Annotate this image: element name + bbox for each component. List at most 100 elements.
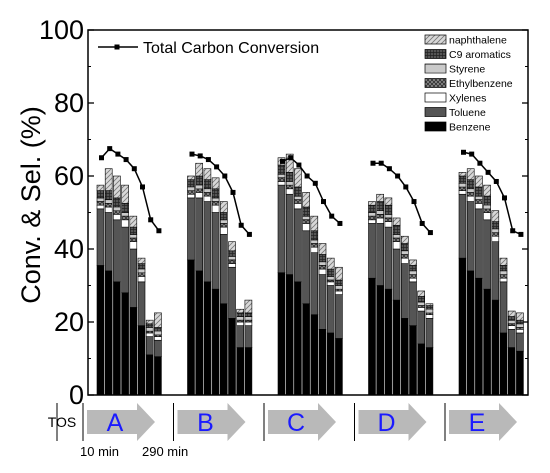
conversion-point <box>140 184 145 190</box>
bar-segment-benzene <box>137 325 146 396</box>
bar-segment-xylenes <box>475 203 483 210</box>
bar-segment-toluene <box>187 197 195 261</box>
bar-segment-toluene <box>236 325 244 348</box>
bar-segment-benzene <box>483 288 491 396</box>
bar-segment-ethylbenzene <box>187 190 195 195</box>
bar-segment-xylenes <box>409 277 417 283</box>
conversion-point <box>230 189 236 195</box>
bar-segment-styrene <box>483 204 491 210</box>
bar-segment-xylenes <box>154 336 162 341</box>
bar-segment-c9 <box>507 316 516 321</box>
bar-segment-c9 <box>400 243 409 252</box>
bar-segment-toluene <box>384 226 393 290</box>
bar-segment-styrene <box>228 255 236 261</box>
bar-segment-naphthalene <box>285 153 294 173</box>
bar-segment-ethylbenzene <box>409 274 417 279</box>
bar-segment-benzene <box>113 281 121 396</box>
bar-segment-styrene <box>187 186 195 191</box>
bar-segment-c9 <box>302 206 310 217</box>
bar-segment-xylenes <box>466 195 475 202</box>
bar-segment-naphthalene <box>121 184 129 204</box>
bar-segment-xylenes <box>318 268 327 275</box>
bar-segment-xylenes <box>491 235 500 243</box>
bar-segment-ethylbenzene <box>310 243 319 248</box>
bar-segment-c9 <box>244 312 253 317</box>
legend-swatch-toluene <box>424 107 447 117</box>
conversion-point <box>296 162 302 168</box>
bar-segment-benzene <box>400 318 409 396</box>
conversion-point <box>395 173 401 179</box>
bar-segment-toluene <box>425 318 434 348</box>
bar-segment-styrene <box>458 183 467 188</box>
conversion-point <box>222 173 228 179</box>
bar-segment-xylenes <box>145 332 154 337</box>
bar-segment-c9 <box>417 296 426 303</box>
legend-swatch-benzene <box>424 121 447 132</box>
bar-segment-styrene <box>318 261 327 266</box>
bar-segment-c9 <box>384 204 393 215</box>
bar-segment-c9 <box>368 204 376 213</box>
conversion-point <box>312 180 318 186</box>
bar-segment-xylenes <box>195 192 203 199</box>
bar-segment-benzene <box>104 270 113 396</box>
bar-segment-naphthalene <box>409 259 417 266</box>
bar-segment-benzene <box>466 270 475 396</box>
bar-segment-benzene <box>368 277 376 396</box>
bar-segment-styrene <box>302 215 310 221</box>
bar-segment-naphthalene <box>499 257 508 266</box>
conversion-point <box>238 222 244 228</box>
tos-end-label: 290 min <box>142 444 188 459</box>
bar-segment-benzene <box>507 347 516 396</box>
bar-segment-naphthalene <box>483 184 491 197</box>
bar-segment-ethylbenzene <box>458 186 467 191</box>
bar-segment-c9 <box>236 312 244 317</box>
bar-segment-ethylbenzene <box>203 192 212 197</box>
bar-segment-styrene <box>425 308 434 314</box>
conversion-point <box>131 166 137 172</box>
bar-segment-c9 <box>409 265 417 272</box>
bar-segment-ethylbenzene <box>129 237 138 243</box>
catalyst-label-E: E <box>469 409 486 437</box>
conversion-point <box>485 169 491 175</box>
bar-segment-xylenes <box>137 276 146 283</box>
bar-segment-benzene <box>145 354 154 396</box>
bar-segment-c9 <box>491 221 500 230</box>
line-legend: Total Carbon Conversion <box>98 40 319 57</box>
bar-segment-naphthalene <box>294 168 302 188</box>
bar-segment-toluene <box>145 336 154 356</box>
bar-segment-ethylbenzene <box>400 254 409 259</box>
bar-segment-naphthalene <box>335 266 343 281</box>
bar-segment-c9 <box>392 224 401 235</box>
bar-segment-benzene <box>318 328 327 396</box>
bar-segment-xylenes <box>285 188 294 195</box>
bar-segment-toluene <box>326 285 335 334</box>
bar-segment-c9 <box>211 188 220 199</box>
bar-segment-c9 <box>326 268 335 277</box>
bar-segment-naphthalene <box>211 177 220 190</box>
bar-segment-c9 <box>335 279 343 286</box>
bar-segment-c9 <box>475 186 483 197</box>
bar-segment-toluene <box>392 248 401 301</box>
bar-segment-benzene <box>96 265 105 396</box>
conversion-point <box>156 228 162 234</box>
conversion-point <box>370 160 376 166</box>
bar-segment-xylenes <box>228 263 236 268</box>
bar-segment-benzene <box>195 270 203 396</box>
bar-segment-c9 <box>285 172 294 182</box>
bar-segment-ethylbenzene <box>285 184 294 190</box>
bar-segment-styrene <box>475 195 483 201</box>
bar-segment-styrene <box>113 206 121 211</box>
bar-segment-xylenes <box>129 241 138 250</box>
bar-segment-c9 <box>228 250 236 257</box>
bar-segment-toluene <box>211 212 220 290</box>
bar-segment-styrene <box>154 330 162 336</box>
bar-segment-xylenes <box>203 195 212 202</box>
bar-segment-c9 <box>129 226 138 235</box>
bar-segment-xylenes <box>310 246 319 253</box>
bar-segment-ethylbenzene <box>195 188 203 193</box>
bar-segment-c9 <box>294 186 302 197</box>
bar-segment-ethylbenzene <box>277 177 286 182</box>
conversion-point <box>427 230 433 236</box>
legend-label-styrene: Styrene <box>449 64 485 76</box>
bar-segment-ethylbenzene <box>302 219 310 224</box>
